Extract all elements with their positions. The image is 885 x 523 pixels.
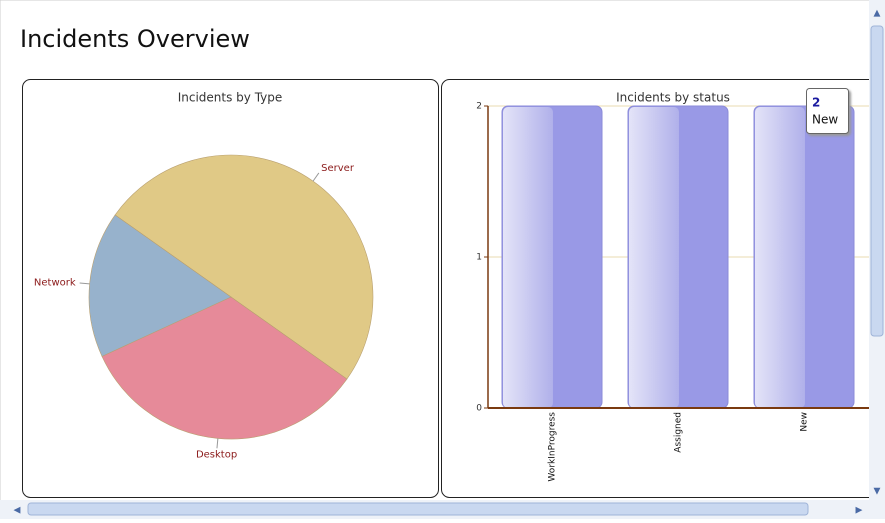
y-tick-label: 1 (476, 253, 482, 263)
leader-line (312, 172, 320, 182)
bar-highlight (503, 107, 553, 408)
tooltip-label: New (812, 113, 838, 127)
x-tick-label: WorkInProgress (548, 412, 558, 482)
bar-chart: 0 1 2 Incidents by status WorkInProgress Assi… (476, 88, 869, 482)
scroll-thumb[interactable] (27, 502, 809, 516)
bar-highlight (755, 107, 805, 408)
leader-line (79, 282, 90, 285)
pie-chart: Incidents by Type Server Desktop Network (34, 91, 374, 460)
chart-title: Incidents by Type (178, 91, 283, 105)
y-tick-label: 2 (476, 102, 482, 112)
tooltip (806, 88, 849, 134)
scroll-thumb[interactable] (870, 25, 884, 337)
leader-line (216, 438, 219, 449)
y-tick-label: 0 (476, 404, 482, 414)
page-title: Incidents Overview (20, 25, 250, 53)
x-tick-label: New (800, 412, 810, 432)
slice-label: Desktop (196, 449, 237, 460)
pie-slice (88, 214, 232, 357)
slice-label: Network (34, 277, 76, 288)
scroll-down[interactable]: ▼ (874, 487, 881, 497)
slice-label: Server (321, 163, 355, 174)
x-tick-label: Assigned (674, 412, 684, 453)
bar-highlight (629, 107, 679, 408)
chart-title: Incidents by status (616, 91, 730, 105)
scroll-up[interactable]: ▲ (874, 9, 881, 19)
tooltip-value: 2 (812, 96, 820, 110)
pie-slice (114, 154, 374, 380)
scroll-right[interactable]: ▶ (856, 506, 863, 516)
scroll-left[interactable]: ◀ (14, 506, 21, 516)
